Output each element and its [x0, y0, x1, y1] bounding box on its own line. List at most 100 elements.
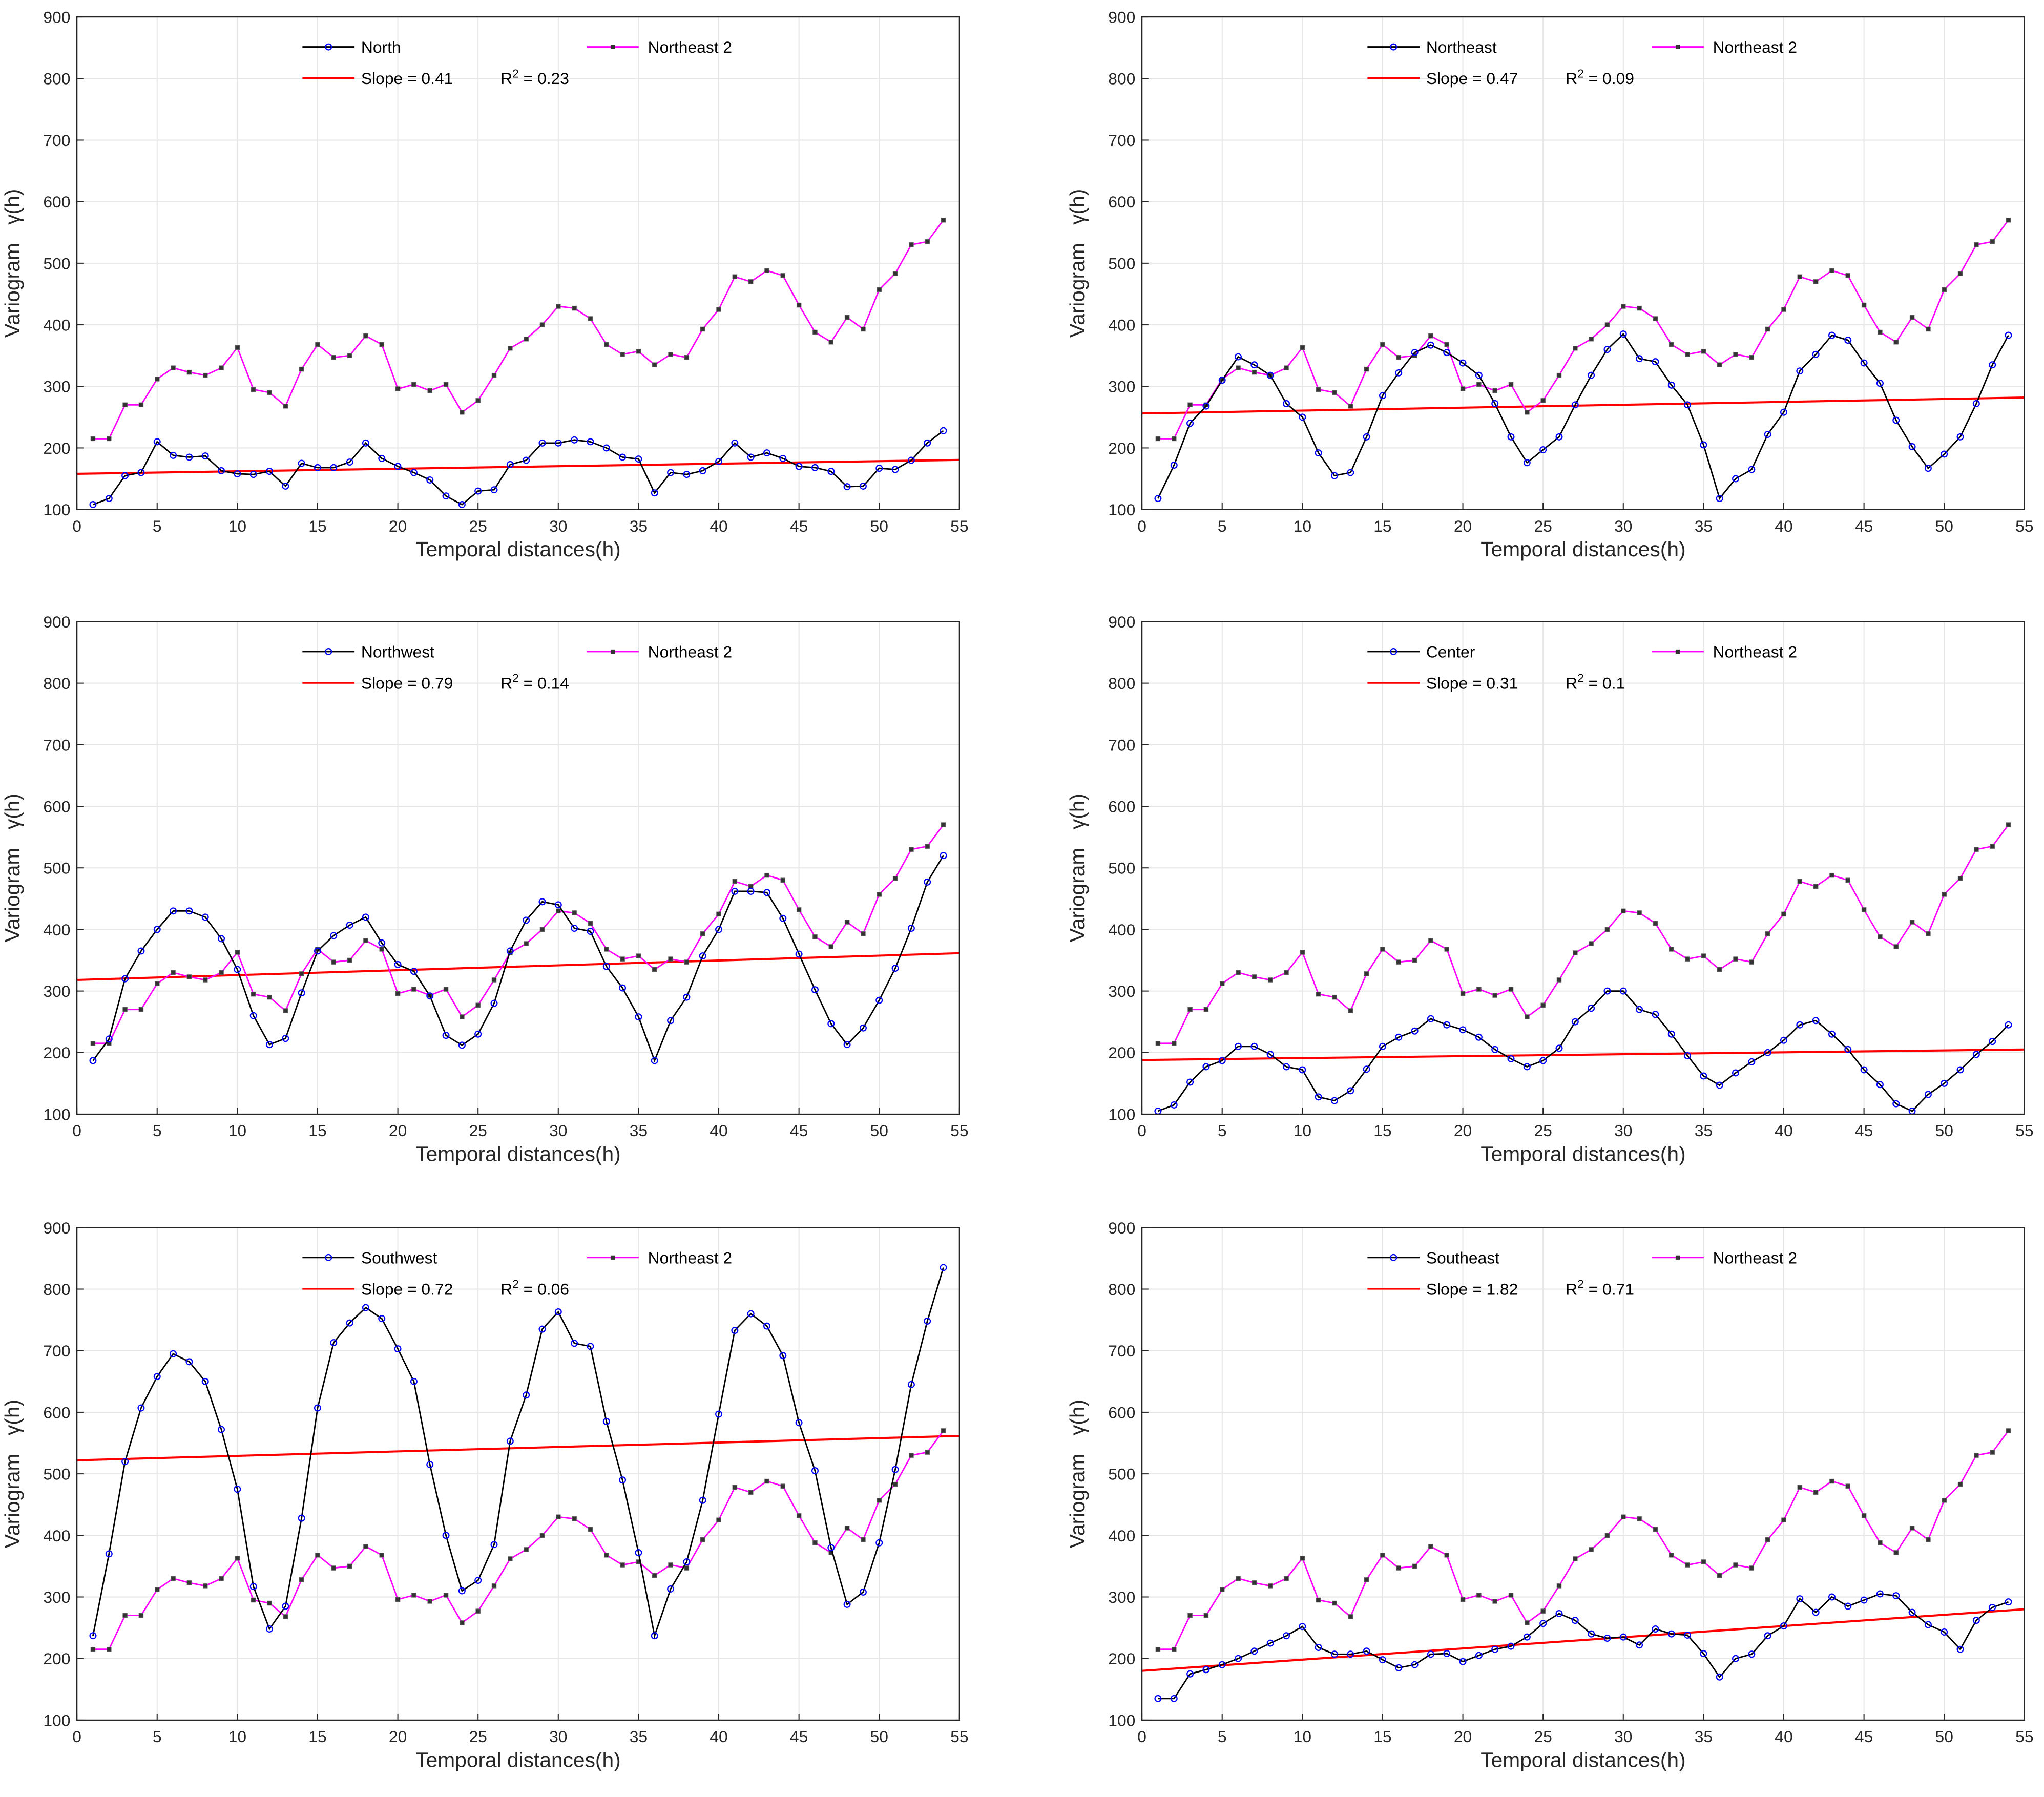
subplot-southwest: 0 5 10 15 20 25 30 35 40 45 50 55 100 200 300 400 500 600…	[1, 1219, 968, 1772]
data-point	[651, 1632, 658, 1640]
data-point	[1316, 387, 1321, 392]
data-point	[1507, 1055, 1515, 1062]
x-tick-label: 5	[153, 1727, 162, 1746]
data-point	[137, 1404, 145, 1412]
data-point	[105, 1550, 113, 1558]
data-point	[699, 467, 706, 474]
y-tick-label: 700	[43, 1342, 70, 1360]
data-point	[251, 991, 256, 997]
data-point	[2005, 331, 2012, 339]
series-line-northeast-2	[1158, 1430, 2009, 1650]
data-point	[619, 453, 627, 461]
data-point	[1972, 1617, 1980, 1624]
data-point	[1717, 967, 1722, 972]
data-point	[185, 1358, 193, 1366]
data-point	[1571, 1018, 1579, 1026]
data-point	[843, 1600, 851, 1608]
series-line-northeast-2	[93, 824, 944, 1044]
data-point	[1974, 242, 1979, 247]
data-point	[1892, 416, 1900, 424]
r2-value: = 0.1	[1584, 674, 1625, 692]
data-point	[89, 1057, 97, 1064]
data-point	[1813, 884, 1819, 889]
data-point	[795, 950, 803, 958]
data-point	[299, 1577, 304, 1582]
data-point	[1476, 1593, 1482, 1598]
data-point	[1652, 1625, 1659, 1633]
y-tick-label: 500	[1108, 254, 1135, 273]
data-point	[523, 456, 530, 464]
x-tick-label: 10	[1294, 1121, 1311, 1140]
legend-r2-label: R2 = 0.23	[500, 67, 569, 88]
data-point	[2006, 218, 2011, 223]
data-point	[780, 273, 786, 278]
data-point	[1252, 369, 1257, 375]
y-axis-label-text: Variogram	[1066, 1454, 1089, 1549]
data-point	[1732, 1655, 1740, 1662]
data-point	[1364, 971, 1369, 976]
data-point	[363, 938, 368, 943]
data-point	[426, 1461, 434, 1469]
series-line-southwest	[92, 1267, 944, 1639]
legend-marker-station	[325, 647, 332, 655]
x-axis-label: Temporal distances(h)	[1480, 537, 1685, 561]
data-point	[138, 1007, 144, 1012]
data-point	[1316, 991, 1321, 997]
data-point	[940, 852, 947, 860]
y-axis-label: Variogram γ(h)	[1066, 793, 1089, 942]
data-point	[363, 333, 368, 339]
data-point	[410, 968, 418, 975]
data-point	[1556, 1583, 1562, 1589]
x-tick-label: 10	[228, 1121, 246, 1140]
data-point	[861, 931, 866, 936]
x-tick-label: 35	[630, 1727, 648, 1746]
legend-marker-station	[325, 1253, 332, 1261]
data-point	[924, 878, 931, 886]
data-point	[731, 439, 739, 447]
data-point	[121, 472, 129, 479]
x-tick-label: 0	[1137, 1727, 1146, 1746]
x-tick-label: 25	[469, 1121, 487, 1140]
data-point	[811, 464, 819, 471]
legend-label-reference: Northeast 2	[1713, 1248, 1797, 1267]
data-point	[1589, 336, 1594, 342]
data-point	[1700, 1650, 1707, 1658]
data-point	[1733, 956, 1738, 962]
data-point	[1236, 1576, 1241, 1581]
data-point	[925, 239, 930, 244]
data-point	[1363, 1065, 1370, 1073]
x-tick-label: 0	[1137, 517, 1146, 535]
data-point	[909, 1453, 914, 1458]
data-point	[571, 925, 578, 932]
data-point	[508, 346, 513, 351]
data-point	[1652, 358, 1659, 366]
data-point	[1716, 495, 1723, 503]
data-point	[1669, 1553, 1674, 1558]
r2-prefix: R	[500, 674, 512, 692]
data-point	[1155, 436, 1161, 442]
r2-superscript: 2	[512, 672, 519, 685]
legend-label-station: Center	[1426, 642, 1475, 661]
y-tick-label: 200	[1108, 1649, 1135, 1668]
x-tick-label: 30	[1614, 1121, 1632, 1140]
data-point	[299, 971, 304, 976]
data-point	[1155, 1646, 1161, 1652]
data-point	[892, 1481, 898, 1487]
data-point	[460, 1620, 465, 1625]
data-point	[700, 326, 705, 332]
data-point	[298, 459, 305, 467]
y-axis-label-text: Variogram	[1, 1454, 24, 1549]
legend: Northwest Northeast 2 Slope = 0.79 R2 = 0.1…	[302, 642, 732, 692]
data-point	[171, 365, 176, 370]
data-point	[137, 947, 145, 955]
x-tick-label: 40	[710, 517, 727, 535]
data-point	[1379, 1656, 1386, 1664]
r2-value: = 0.06	[519, 1280, 569, 1298]
y-tick-label: 500	[43, 254, 70, 273]
data-point	[1813, 279, 1819, 284]
data-point	[442, 1032, 450, 1039]
data-point	[411, 382, 416, 387]
data-point	[235, 345, 240, 350]
data-point	[1716, 1081, 1723, 1089]
data-point	[619, 984, 627, 992]
